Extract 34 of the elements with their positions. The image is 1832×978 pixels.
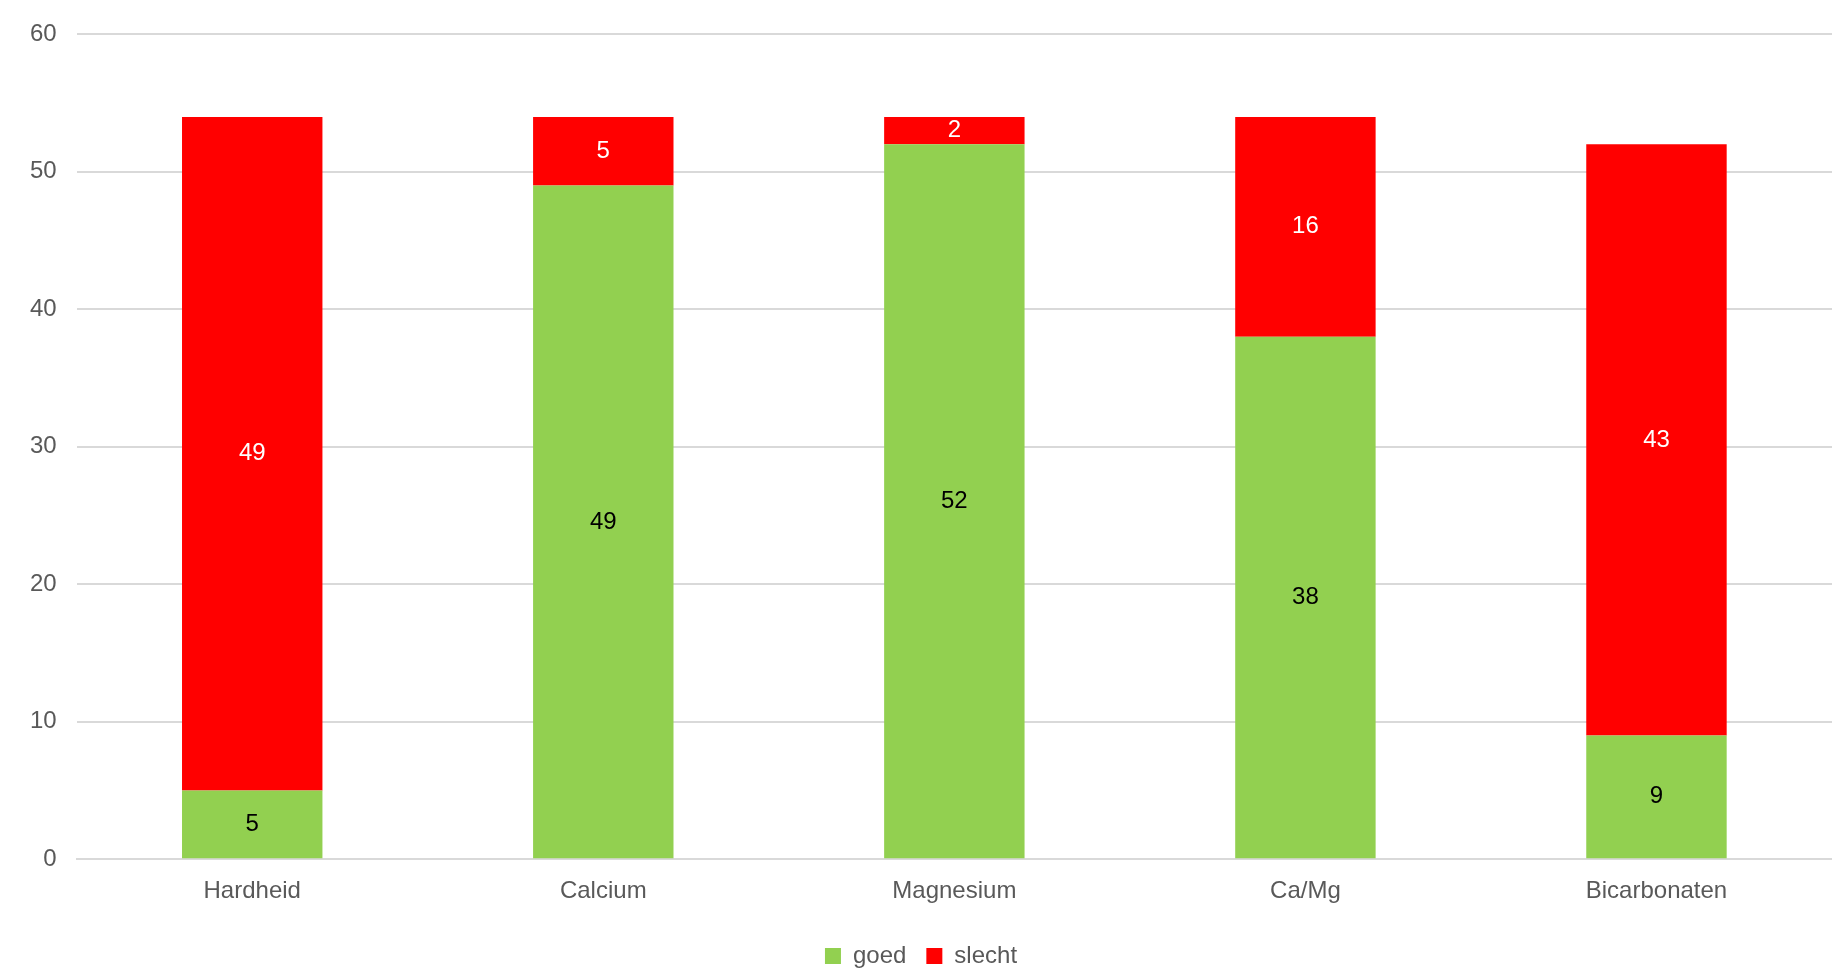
data-label: 2: [947, 115, 962, 143]
y-tick-label: 60: [29, 19, 57, 47]
x-tick-label: Ca/Mg: [1270, 876, 1341, 904]
bar: [182, 116, 323, 791]
data-label: 16: [1292, 211, 1319, 239]
legend-label: goed: [852, 940, 907, 968]
data-label: 38: [1292, 582, 1319, 610]
x-tick-label: Calcium: [559, 876, 647, 904]
legend-label: slecht: [954, 940, 1018, 968]
y-tick-label: 10: [29, 706, 57, 734]
data-label: 9: [1649, 781, 1664, 809]
y-tick-label: 20: [29, 568, 57, 596]
data-label: 49: [589, 506, 617, 534]
y-tick-label: 50: [29, 156, 57, 184]
bar: [182, 790, 323, 859]
bar: [1235, 116, 1376, 337]
y-tick-label: 30: [29, 431, 57, 459]
bar: [533, 185, 674, 859]
bar: [884, 116, 1025, 145]
bar: [1586, 735, 1727, 859]
x-tick-label: Hardheid: [203, 876, 301, 904]
data-label: 5: [245, 808, 259, 836]
y-tick-label: 0: [43, 843, 57, 871]
data-label: 43: [1643, 424, 1670, 452]
x-tick-label: Bicarbonaten: [1585, 876, 1728, 904]
bar: [884, 144, 1025, 859]
data-label: 5: [596, 135, 610, 163]
data-label: 52: [941, 485, 968, 513]
y-tick-label: 40: [29, 293, 57, 321]
x-tick-label: Magnesium: [892, 876, 1017, 904]
bar: [533, 116, 674, 186]
bar: [1235, 336, 1376, 859]
bar: [1586, 144, 1727, 736]
data-label: 49: [238, 438, 266, 466]
